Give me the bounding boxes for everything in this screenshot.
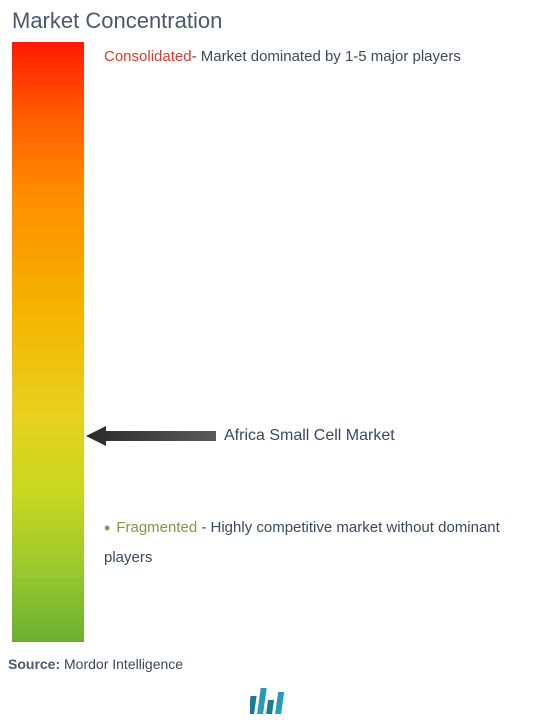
- consolidated-description: - Market dominated by 1-5 major players: [192, 48, 461, 65]
- content-area: Consolidated- Market dominated by 1-5 ma…: [8, 42, 532, 654]
- market-label: Africa Small Cell Market: [224, 427, 395, 445]
- source-label: Source:: [8, 656, 60, 672]
- brand-logo-icon: [250, 686, 290, 714]
- consolidated-label: Consolidated: [104, 48, 192, 65]
- fragmented-legend: •Fragmented - Highly competitive market …: [104, 512, 522, 571]
- fragmented-label: Fragmented: [116, 519, 197, 536]
- bullet-icon: •: [104, 518, 110, 538]
- consolidated-legend: Consolidated- Market dominated by 1-5 ma…: [104, 46, 522, 67]
- concentration-gradient-bar: [12, 42, 84, 642]
- market-pointer: Africa Small Cell Market: [86, 424, 395, 448]
- arrow-left-icon: [86, 424, 216, 448]
- source-attribution: Source: Mordor Intelligence: [8, 656, 183, 672]
- source-value: Mordor Intelligence: [60, 656, 183, 672]
- page-title: Market Concentration: [12, 8, 532, 34]
